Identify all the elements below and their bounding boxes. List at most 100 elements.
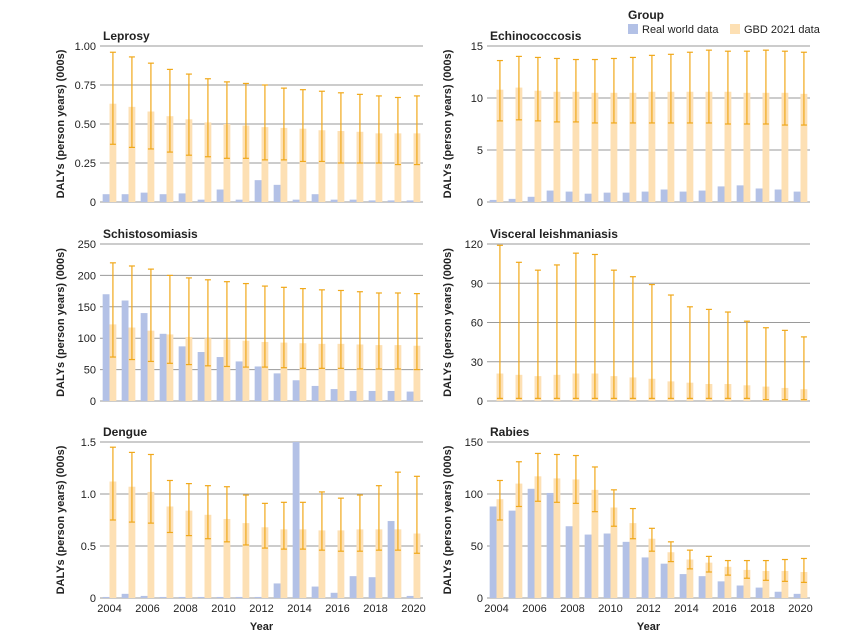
bar-real-world bbox=[311, 586, 319, 598]
x-tick-label: 2012 bbox=[249, 603, 273, 615]
y-tick-label: 5 bbox=[477, 145, 483, 157]
bar-gbd-2021 bbox=[762, 92, 770, 202]
bar-gbd-2021 bbox=[166, 506, 174, 598]
bar-gbd-2021 bbox=[109, 103, 117, 202]
bar-gbd-2021 bbox=[375, 345, 383, 401]
bar-real-world bbox=[178, 596, 186, 598]
legend-item-real-world: Real world data bbox=[628, 24, 718, 36]
panel-echinococcosis: 0 5 10 15 Echinococcosis DALYs (person years)… bbox=[442, 29, 810, 209]
y-tick-label: 1.00 bbox=[75, 41, 96, 53]
bar-real-world bbox=[254, 180, 262, 202]
bar-real-world bbox=[121, 300, 129, 401]
bar-real-world bbox=[641, 191, 649, 202]
bar-gbd-2021 bbox=[394, 345, 402, 401]
bar-real-world bbox=[565, 526, 573, 598]
y-tick-label: 1.5 bbox=[81, 437, 96, 449]
bar-gbd-2021 bbox=[299, 343, 307, 401]
bar-gbd-2021 bbox=[280, 529, 288, 598]
bar-real-world bbox=[679, 574, 687, 598]
x-axis-label: Year bbox=[637, 621, 661, 633]
bar-gbd-2021 bbox=[413, 133, 421, 202]
legend-item-gbd-2021: GBD 2021 data bbox=[730, 24, 820, 36]
bar-real-world bbox=[102, 596, 110, 598]
bar-real-world bbox=[368, 390, 376, 401]
bar-real-world bbox=[292, 442, 300, 598]
bar-gbd-2021 bbox=[223, 518, 231, 598]
bar-gbd-2021 bbox=[629, 92, 637, 202]
bar-gbd-2021 bbox=[705, 91, 713, 202]
bar-real-world bbox=[273, 373, 281, 401]
bar-real-world bbox=[311, 385, 319, 401]
bar-real-world bbox=[349, 576, 357, 598]
bar-real-world bbox=[273, 184, 281, 202]
bar-real-world bbox=[235, 199, 243, 202]
y-tick-label: 250 bbox=[78, 239, 96, 251]
bar-real-world bbox=[197, 199, 205, 202]
bar-real-world bbox=[178, 346, 186, 401]
bar-real-world bbox=[254, 366, 262, 401]
legend-swatch-real-world bbox=[628, 24, 638, 34]
bar-real-world bbox=[368, 577, 376, 598]
bar-gbd-2021 bbox=[223, 339, 231, 401]
bar-real-world bbox=[140, 595, 148, 598]
bar-real-world bbox=[698, 576, 706, 598]
bar-real-world bbox=[159, 333, 167, 401]
bar-real-world bbox=[489, 506, 497, 598]
bar-real-world bbox=[349, 199, 357, 202]
bar-gbd-2021 bbox=[204, 514, 212, 598]
y-axis-label: DALYs (person years) (000s) bbox=[55, 445, 67, 594]
bar-gbd-2021 bbox=[261, 527, 269, 598]
bar-gbd-2021 bbox=[109, 481, 117, 598]
bar-gbd-2021 bbox=[166, 116, 174, 202]
bar-gbd-2021 bbox=[667, 91, 675, 202]
x-tick-label: 2018 bbox=[363, 603, 387, 615]
bar-real-world bbox=[159, 596, 167, 598]
bar-gbd-2021 bbox=[147, 491, 155, 598]
panel-title: Leprosy bbox=[103, 29, 150, 43]
x-tick-label: 2016 bbox=[712, 603, 736, 615]
bar-real-world bbox=[527, 196, 535, 202]
bar-gbd-2021 bbox=[318, 530, 326, 598]
bar-real-world bbox=[330, 199, 338, 202]
bar-real-world bbox=[121, 593, 129, 598]
bar-gbd-2021 bbox=[242, 523, 250, 598]
bar-gbd-2021 bbox=[356, 131, 364, 202]
bar-gbd-2021 bbox=[204, 338, 212, 401]
y-axis-label: DALYs (person years) (000s) bbox=[55, 49, 67, 198]
bar-gbd-2021 bbox=[572, 479, 580, 598]
x-tick-label: 2008 bbox=[560, 603, 584, 615]
y-tick-label: 200 bbox=[78, 270, 96, 282]
bar-real-world bbox=[698, 190, 706, 202]
bar-gbd-2021 bbox=[147, 330, 155, 401]
bar-real-world bbox=[508, 198, 516, 202]
bar-real-world bbox=[717, 186, 725, 202]
bar-real-world bbox=[273, 583, 281, 598]
bar-gbd-2021 bbox=[743, 569, 751, 598]
bar-gbd-2021 bbox=[128, 486, 136, 598]
bar-real-world bbox=[793, 593, 801, 598]
bar-gbd-2021 bbox=[394, 133, 402, 202]
bar-gbd-2021 bbox=[591, 489, 599, 598]
y-axis-label: DALYs (person years) (000s) bbox=[442, 49, 454, 198]
y-tick-label: 0 bbox=[477, 396, 483, 408]
bar-real-world bbox=[311, 194, 319, 202]
bar-real-world bbox=[622, 541, 630, 598]
bar-gbd-2021 bbox=[705, 562, 713, 598]
x-tick-label: 2012 bbox=[636, 603, 660, 615]
bar-gbd-2021 bbox=[686, 91, 694, 202]
bar-real-world bbox=[793, 191, 801, 202]
bar-real-world bbox=[508, 510, 516, 598]
bar-gbd-2021 bbox=[166, 334, 174, 401]
bar-real-world bbox=[584, 534, 592, 598]
y-tick-label: 0 bbox=[90, 197, 96, 209]
bar-gbd-2021 bbox=[356, 344, 364, 401]
y-tick-label: 0 bbox=[90, 396, 96, 408]
bar-gbd-2021 bbox=[337, 530, 345, 598]
bar-gbd-2021 bbox=[109, 324, 117, 401]
bar-real-world bbox=[102, 194, 110, 202]
bar-gbd-2021 bbox=[534, 90, 542, 202]
x-tick-label: 2006 bbox=[522, 603, 546, 615]
panel-title: Rabies bbox=[490, 425, 530, 439]
